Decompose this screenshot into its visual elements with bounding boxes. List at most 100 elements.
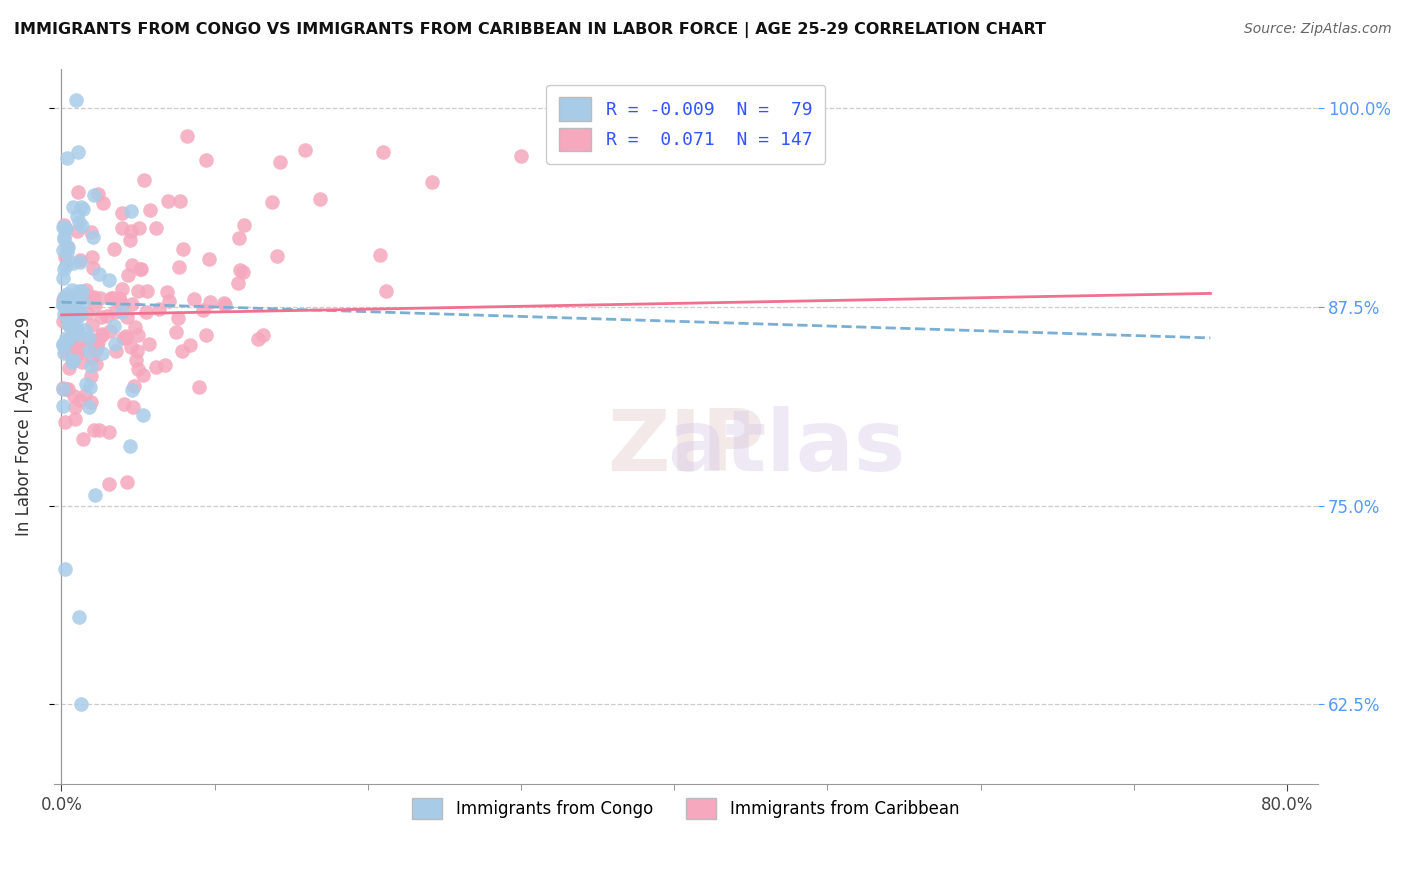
Point — [121, 383, 143, 397]
Point — [111, 206, 134, 220]
Point — [103, 242, 125, 256]
Point — [62, 200, 84, 214]
Point — [65, 411, 87, 425]
Point — [246, 332, 269, 346]
Point — [52, 220, 75, 235]
Point — [52, 244, 75, 258]
Point — [89, 291, 111, 305]
Point — [75, 376, 97, 391]
Point — [157, 194, 180, 208]
Point — [55, 344, 77, 359]
Point — [155, 358, 177, 372]
Point — [52, 338, 75, 352]
Point — [127, 362, 149, 376]
Point — [117, 310, 139, 324]
Point — [80, 351, 103, 365]
Point — [191, 303, 214, 318]
Point — [156, 285, 179, 299]
Point — [52, 298, 75, 312]
Point — [128, 221, 150, 235]
Point — [145, 221, 167, 235]
Point — [131, 261, 153, 276]
Point — [104, 305, 127, 319]
Point — [62, 352, 84, 367]
Point — [76, 306, 98, 320]
Point — [60, 348, 83, 362]
Point — [93, 196, 115, 211]
Point — [233, 218, 256, 232]
Point — [83, 423, 105, 437]
Point — [52, 337, 75, 351]
Point — [121, 297, 143, 311]
Point — [56, 240, 79, 254]
Point — [135, 284, 157, 298]
Point — [72, 295, 94, 310]
Point — [510, 149, 533, 163]
Point — [91, 346, 114, 360]
Point — [72, 432, 94, 446]
Point — [194, 327, 217, 342]
Point — [73, 323, 96, 337]
Point — [120, 233, 142, 247]
Point — [56, 244, 79, 259]
Point — [111, 221, 134, 235]
Point — [72, 341, 94, 355]
Point — [79, 395, 101, 409]
Point — [134, 172, 156, 186]
Point — [59, 295, 82, 310]
Point — [52, 314, 75, 328]
Point — [108, 291, 131, 305]
Point — [66, 347, 89, 361]
Point — [101, 291, 124, 305]
Point — [58, 360, 80, 375]
Point — [179, 337, 201, 351]
Point — [420, 175, 443, 189]
Y-axis label: In Labor Force | Age 25-29: In Labor Force | Age 25-29 — [15, 317, 32, 536]
Point — [70, 284, 93, 298]
Point — [125, 344, 148, 359]
Point — [79, 225, 101, 239]
Point — [111, 305, 134, 319]
Point — [52, 382, 75, 396]
Point — [82, 260, 104, 275]
Point — [59, 315, 82, 329]
Point — [108, 293, 131, 308]
Point — [59, 302, 82, 317]
Point — [52, 381, 75, 395]
Point — [145, 359, 167, 374]
Point — [98, 273, 121, 287]
Point — [87, 334, 110, 349]
Point — [52, 218, 75, 232]
Point — [66, 305, 89, 319]
Point — [84, 298, 107, 312]
Point — [63, 400, 86, 414]
Point — [166, 325, 188, 339]
Point — [229, 262, 252, 277]
Point — [90, 310, 112, 324]
Point — [67, 334, 90, 348]
Point — [59, 318, 82, 333]
Point — [127, 284, 149, 298]
Point — [266, 249, 288, 263]
Point — [83, 338, 105, 352]
Point — [98, 425, 121, 440]
Point — [70, 698, 93, 712]
Point — [77, 343, 100, 358]
Point — [84, 343, 107, 357]
Point — [58, 317, 80, 331]
Point — [183, 292, 205, 306]
Point — [97, 477, 120, 491]
Point — [53, 262, 76, 277]
Point — [91, 327, 114, 342]
Point — [138, 337, 160, 351]
Point — [55, 258, 77, 272]
Point — [53, 415, 76, 429]
Point — [84, 488, 107, 502]
Point — [60, 331, 83, 345]
Point — [135, 305, 157, 319]
Point — [176, 128, 198, 143]
Point — [72, 202, 94, 216]
Point — [69, 200, 91, 214]
Point — [188, 380, 211, 394]
Point — [117, 475, 139, 489]
